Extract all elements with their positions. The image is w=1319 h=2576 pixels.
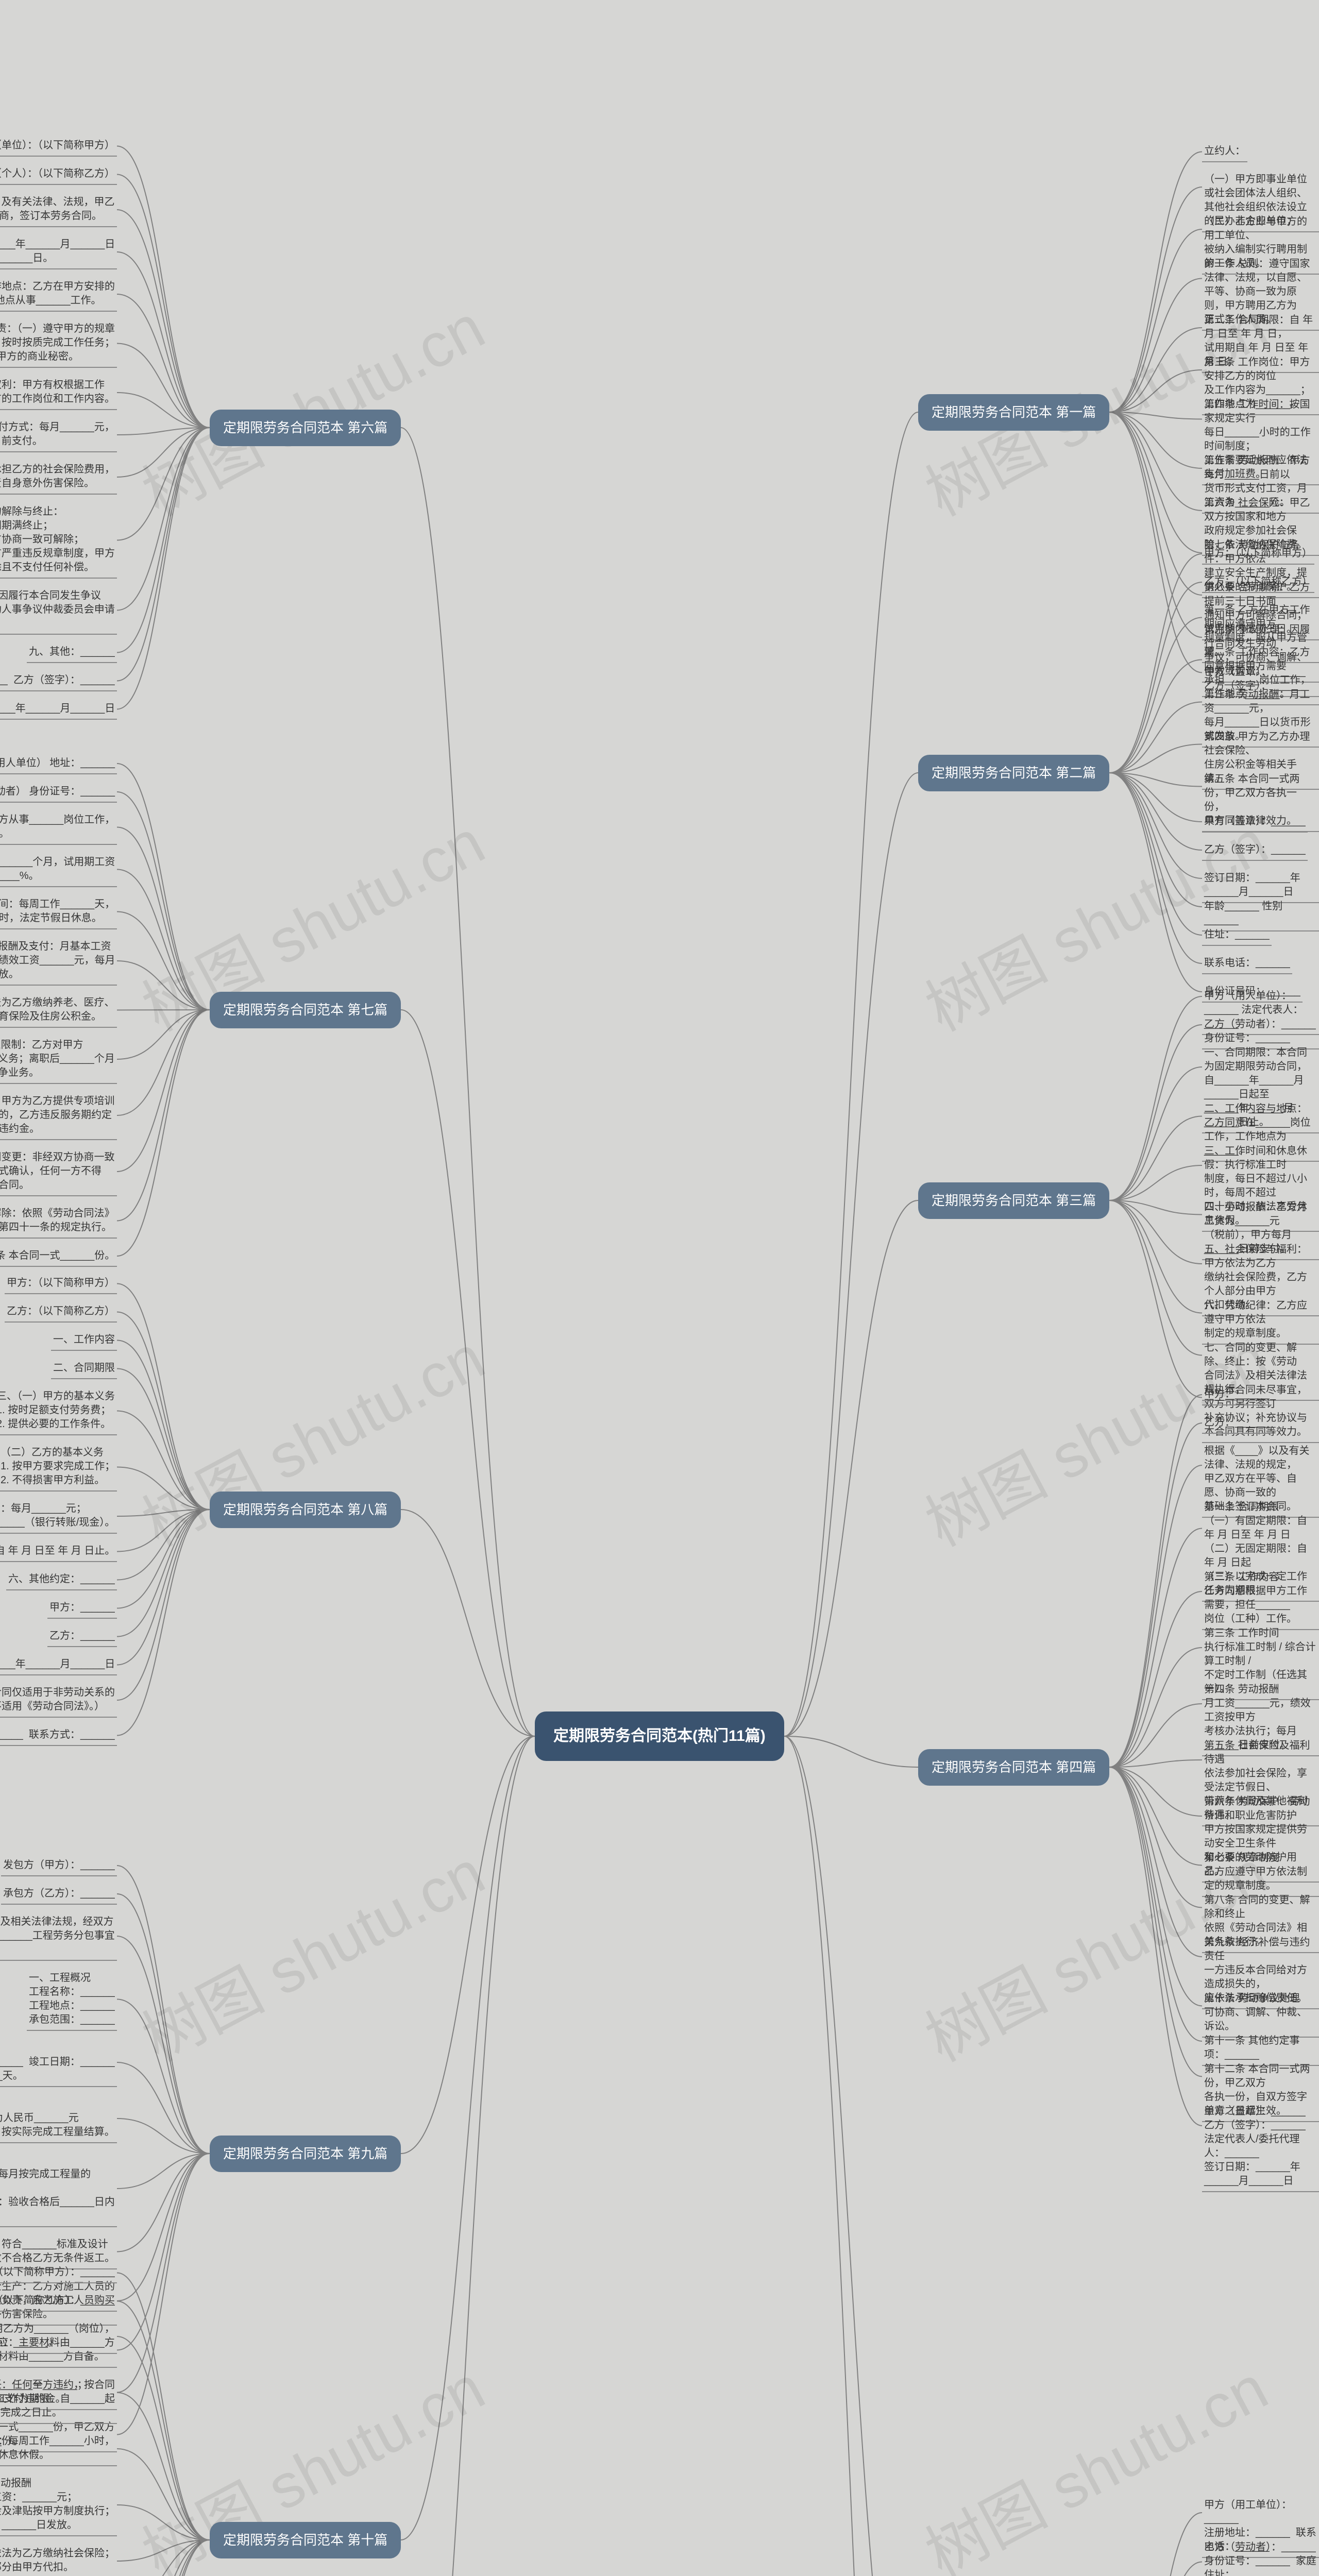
leaf-node: 乙方（劳动者）：______ 身份证号：______ 家庭住址：______ 联…: [1202, 2537, 1319, 2576]
leaf-node: 甲方（以下简称甲方）：______: [0, 2262, 117, 2283]
leaf-node: 三、工作时间：每周工作______小时， 甲方依法安排休息休假。: [0, 2431, 117, 2466]
leaf-node: 甲方（单位）：（以下简称甲方）: [0, 135, 117, 157]
leaf-node: 五、劳务费及支付方式：每月______元， 于次月______日前支付。: [0, 417, 117, 452]
leaf-node: 住址：______: [1202, 925, 1272, 946]
leaf-node: 乙方：______: [47, 1626, 117, 1647]
leaf-node: 依据《____》及相关法律法规，经双方 协商一致，就______工程劳务分包事宜…: [0, 1912, 117, 1961]
leaf-node: 甲方（盖章）：______ 乙方（签字）：______: [0, 670, 117, 691]
branch-node: 定期限劳务合同范本 第八篇: [210, 1492, 401, 1528]
leaf-node: （注释：本合同仅适用于非劳动关系的 劳务用工，不适用《劳动合同法》。）: [0, 1683, 117, 1718]
leaf-node: 乙方：（以下简称乙方）: [1202, 572, 1314, 593]
leaf-node: 立约人：: [1202, 141, 1247, 162]
branch-node: 定期限劳务合同范本 第三篇: [918, 1182, 1109, 1219]
branch-node: 定期限劳务合同范本 第二篇: [918, 755, 1109, 791]
leaf-node: 三、（一）甲方的基本义务 1. 按时足额支付劳务费； 2. 提供必要的工作条件。: [0, 1386, 117, 1435]
branch-node: 定期限劳务合同范本 第十篇: [210, 2522, 401, 2558]
root-node: 定期限劳务合同范本(热门11篇): [535, 1711, 784, 1761]
leaf-node: 甲方：______: [1202, 1384, 1272, 1405]
leaf-node: 第六条 保密与竞业限制：乙方对甲方 商业秘密负有保密义务；离职后______个月…: [0, 1035, 117, 1084]
leaf-node: 第二条 工作内容 乙方同意根据甲方工作需要，担任______ 岗位（工种）工作。: [1202, 1567, 1319, 1630]
leaf-node: 二、合同期限: [51, 1358, 117, 1379]
leaf-node: 甲方（盖章）：______ 乙方（签字）：______ 法定代表人/委托代理人：…: [1202, 2102, 1319, 2192]
leaf-node: 三、工程价款 本合同劳务费总价为人民币______元 （大写：______），按…: [0, 2094, 117, 2143]
leaf-node: 签订日期：______年______月______日: [0, 699, 117, 720]
leaf-node: 根据《____》及有关法律、法规，甲乙 双方经平等协商，签订本劳务合同。: [0, 192, 117, 227]
leaf-node: 第七条 培训：甲方为乙方提供专项培训 而约定服务期的，乙方违反服务期约定 应向甲…: [0, 1091, 117, 1140]
leaf-node: 三、工作职责：（一）遵守甲方的规章 制度；（二）按时按质完成工作任务； （三）保…: [0, 319, 117, 368]
leaf-node: 八、争议处理：因履行本合同发生争议 可向______劳动人事争议仲裁委员会申请 …: [0, 586, 117, 635]
leaf-node: 二、工作地点：乙方在甲方安排的 ______地点从事______工作。: [0, 277, 117, 312]
leaf-node: 联系电话：______: [1202, 953, 1292, 974]
leaf-node: ______年______月______日: [0, 1654, 117, 1675]
branch-node: 定期限劳务合同范本 第七篇: [210, 992, 401, 1028]
mindmap-stage: 树图 shutu.cn树图 shutu.cn树图 shutu.cn树图 shut…: [0, 0, 1319, 2576]
leaf-node: 甲方：______（用人单位） 地址：______: [0, 753, 117, 774]
leaf-node: 第八条 合同变更：非经双方协商一致 并以书面形式确认，任何一方不得 擅自变更本合…: [0, 1147, 117, 1196]
leaf-node: 七、合同的解除与终止： （一）合同期满终止； （二）双方协商一致可解除； （三）…: [0, 502, 117, 579]
leaf-node: 第三条 工作时间：每周工作______天， 每天______小时，法定节假日休息…: [0, 894, 117, 929]
leaf-node: 五、合同解除：自 年 月 日至 年 月 日止。: [0, 1541, 117, 1562]
leaf-node: 一、工程概况 工程名称：______ 工程地点：______ 承包范围：____…: [27, 1968, 117, 2031]
branch-node: 定期限劳务合同范本 第九篇: [210, 2136, 401, 2172]
leaf-node: 四、劳务报酬：每月______元； 支付方式：______（银行转账/现金）。: [0, 1499, 117, 1534]
leaf-node: 乙方（个人）：（以下简称乙方）: [0, 164, 117, 185]
leaf-node: 第十条 劳动争议处理 可协商、调解、仲裁、诉讼。: [1202, 1989, 1319, 2038]
leaf-node: 六、其他约定：______: [6, 1569, 117, 1590]
leaf-node: 乙方：______: [1202, 1413, 1272, 1434]
leaf-node: 发包方（甲方）：______: [1, 1855, 117, 1876]
edge-layer: [0, 0, 1319, 2576]
leaf-node: 第七条 规章制度 乙方应遵守甲方依法制定的规章制度。: [1202, 1848, 1319, 1897]
leaf-node: 第五条 甲方依法为乙方缴纳养老、医疗、 失业、工伤、生育保险及住房公积金。: [0, 993, 117, 1028]
leaf-node: 承包方（乙方）：______: [1, 1884, 117, 1905]
leaf-node: 一、合同期限：自______年______月______日 至______年__…: [0, 234, 117, 269]
leaf-node: 一、工作内容: [51, 1330, 117, 1351]
leaf-node: （二）乙方的基本义务 1. 按甲方要求完成工作； 2. 不得损害甲方利益。: [0, 1443, 117, 1492]
leaf-node: 六、甲方不承担乙方的社会保险费用， 乙方自行负责自身意外伤害保险。: [0, 460, 117, 495]
leaf-node: 二、合同工期 开工日期：______ 竣工日期：______ 总工期______…: [0, 2038, 117, 2087]
leaf-node: 甲方（盖章）：______: [1202, 811, 1308, 833]
leaf-node: 乙方：（以下简称乙方）: [5, 1301, 117, 1323]
leaf-node: 九、其他：______: [27, 642, 117, 663]
leaf-node: 二、合同期限 1. 固定期限：______至______； 2. 以完成一定工作…: [0, 2361, 117, 2424]
leaf-node: 四、甲方的权利：甲方有权根据工作 需要调整乙方的工作岗位和工作内容。: [0, 375, 117, 410]
leaf-node: 甲方：（以下简称甲方）: [5, 1273, 117, 1294]
watermark: 树图 shutu.cn: [125, 1824, 498, 2079]
branch-node: 定期限劳务合同范本 第一篇: [918, 394, 1109, 431]
leaf-node: 甲方：______: [47, 1598, 117, 1619]
leaf-node: 四、付款方式 （1）进度款：每月按完成工程量的 ______%支付； （2）竣工…: [0, 2150, 117, 2227]
leaf-node: 乙方：______（劳动者） 身份证号：______: [0, 782, 117, 803]
leaf-node: 四、劳动报酬 1. 月工资：______元； 2. 奖金及津贴按甲方制度执行； …: [0, 2473, 117, 2536]
branch-node: 定期限劳务合同范本 第四篇: [918, 1749, 1109, 1786]
leaf-node: 第一条 甲方聘用乙方从事______岗位工作， 工作地点：______。: [0, 810, 117, 845]
leaf-node: 一、甲方录用乙方为______（岗位）， 乙方工作地点：______。: [0, 2319, 117, 2354]
leaf-node: 第二条 试用期为______个月，试用期工资 为转正工资的______%。: [0, 852, 117, 887]
leaf-node: 附：身份证号码：______ 联系方式：______: [0, 1725, 117, 1746]
leaf-node: 第九条 合同解除：依照《劳动合同法》 第三十六条至第四十一条的规定执行。: [0, 1204, 117, 1239]
branch-node: 定期限劳务合同范本 第六篇: [210, 410, 401, 446]
leaf-node: 五、甲方依法为乙方缴纳社会保险； 乙方应缴部分由甲方代扣。: [0, 2544, 117, 2576]
watermark: 树图 shutu.cn: [125, 278, 498, 533]
leaf-node: 乙方（以下简称乙方）：______: [0, 2291, 117, 2312]
leaf-node: 乙方（签字）：______: [1202, 840, 1308, 861]
leaf-node: 甲方：（以下简称甲方）: [1202, 544, 1314, 565]
leaf-node: 六、劳动纪律：乙方应遵守甲方依法 制定的规章制度。: [1202, 1296, 1319, 1345]
leaf-node: 第四条 劳动报酬及支付：月基本工资 ______元，绩效工资______元，每月…: [0, 937, 117, 986]
leaf-node: 第十条 本合同一式______份。: [0, 1246, 117, 1267]
